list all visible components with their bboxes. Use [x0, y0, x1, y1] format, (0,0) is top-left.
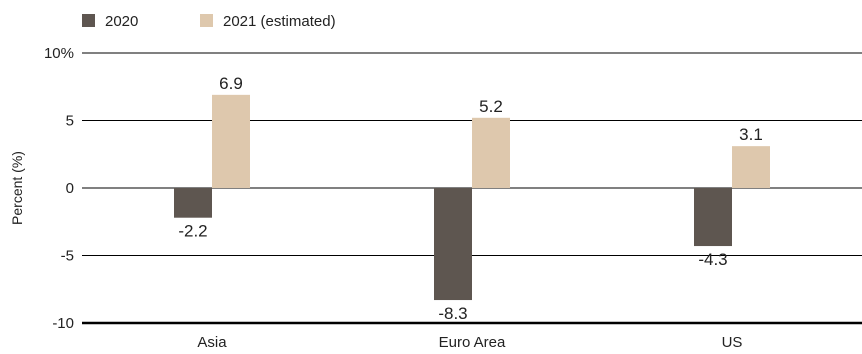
- data-labels: -2.2 -8.3 -4.3 6.9 5.2 3.1: [178, 74, 762, 323]
- data-label: 5.2: [479, 97, 503, 116]
- bar-euro-area-2020: [434, 188, 472, 301]
- data-label: 3.1: [739, 125, 763, 144]
- bar-asia-2021: [212, 94, 250, 188]
- x-category-label: Asia: [197, 334, 227, 351]
- y-tick-label: -5: [61, 248, 74, 265]
- data-label: -4.3: [698, 250, 727, 269]
- y-tick-label: 0: [66, 180, 74, 197]
- legend-swatch: [82, 14, 95, 27]
- y-axis-ticks: 10% 5 0 -5 -10: [44, 45, 74, 332]
- y-tick-label: -10: [52, 315, 74, 332]
- legend: 2020 2021 (estimated): [82, 13, 336, 30]
- data-label: -2.2: [178, 222, 207, 241]
- bars: [174, 94, 770, 301]
- data-label: -8.3: [438, 304, 467, 323]
- y-axis-label: Percent (%): [9, 151, 25, 225]
- y-tick-label: 5: [66, 113, 74, 130]
- y-tick-label: 10%: [44, 45, 74, 62]
- legend-label: 2021 (estimated): [223, 13, 336, 30]
- bar-us-2020: [694, 188, 732, 247]
- data-label: 6.9: [219, 74, 243, 93]
- x-category-label: US: [722, 334, 743, 351]
- legend-swatch: [200, 14, 213, 27]
- x-axis-categories: Asia Euro Area US: [197, 334, 742, 351]
- bar-euro-area-2021: [472, 117, 510, 188]
- legend-label: 2020: [105, 13, 138, 30]
- bar-us-2021: [732, 146, 770, 188]
- x-category-label: Euro Area: [439, 334, 506, 351]
- bar-asia-2020: [174, 188, 212, 218]
